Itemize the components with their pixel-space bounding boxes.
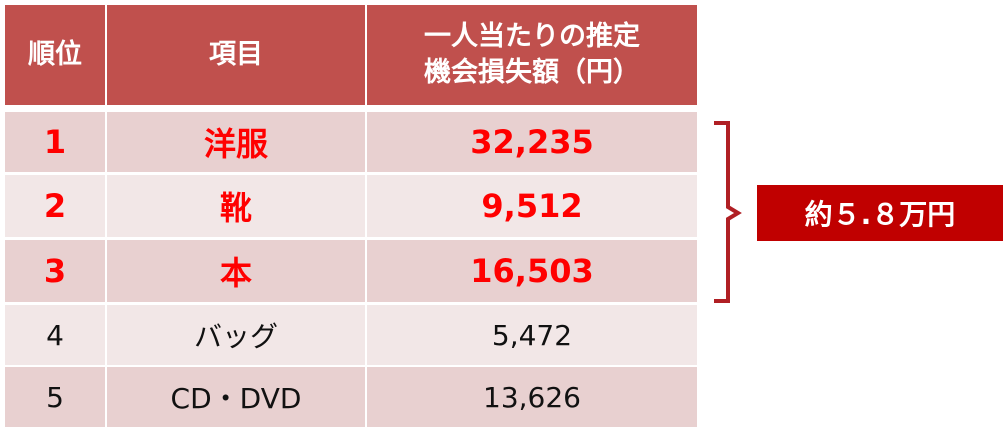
header-cell: 一人当たりの推定 機会損失額（円） (367, 5, 697, 105)
brace (714, 121, 742, 303)
cell-text: 5 (46, 380, 64, 414)
cell-text: 機会損失額（円） (424, 57, 640, 88)
table-cell: 32,235 (367, 112, 697, 172)
table-cell: 13,626 (367, 367, 697, 427)
table-cell: 9,512 (367, 175, 697, 237)
cell-text: 1 (43, 123, 67, 161)
cell-text: 洋服 (203, 125, 268, 163)
cell-text: 項目 (209, 39, 263, 70)
table-cell: バッグ (107, 305, 365, 365)
table-cell: 3 (5, 240, 105, 302)
cell-text: 32,235 (470, 123, 594, 161)
table-cell: 16,503 (367, 240, 697, 302)
cell-text: 16,503 (470, 252, 594, 290)
bracket (714, 121, 742, 303)
table-cell: CD・DVD (107, 367, 365, 427)
cell-text: CD・DVD (170, 382, 302, 415)
table-cell: 洋服 (107, 112, 365, 172)
cell-text: バッグ (193, 320, 278, 353)
cell-text: 4 (46, 318, 64, 352)
cell-text: 一人当たりの推定 (424, 21, 640, 52)
total-label: 約５.８万円 (757, 185, 1003, 241)
cell-text: 靴 (219, 189, 252, 227)
table-cell: 1 (5, 112, 105, 172)
table-cell: 靴 (107, 175, 365, 237)
cell-text: 13,626 (483, 380, 581, 414)
cell-text: 3 (43, 252, 67, 290)
table-cell: 2 (5, 175, 105, 237)
table-cell: 本 (107, 240, 365, 302)
cell-text: 5,472 (491, 318, 573, 352)
table-cell: 4 (5, 305, 105, 365)
table-cell: 5 (5, 367, 105, 427)
cell-text: 本 (219, 254, 252, 292)
table-cell: 5,472 (367, 305, 697, 365)
cell-text: 9,512 (481, 187, 583, 225)
header-cell: 項目 (107, 5, 365, 105)
header-cell: 順位 (5, 5, 105, 105)
cell-text: 順位 (28, 39, 82, 70)
cell-text: 2 (43, 187, 67, 225)
